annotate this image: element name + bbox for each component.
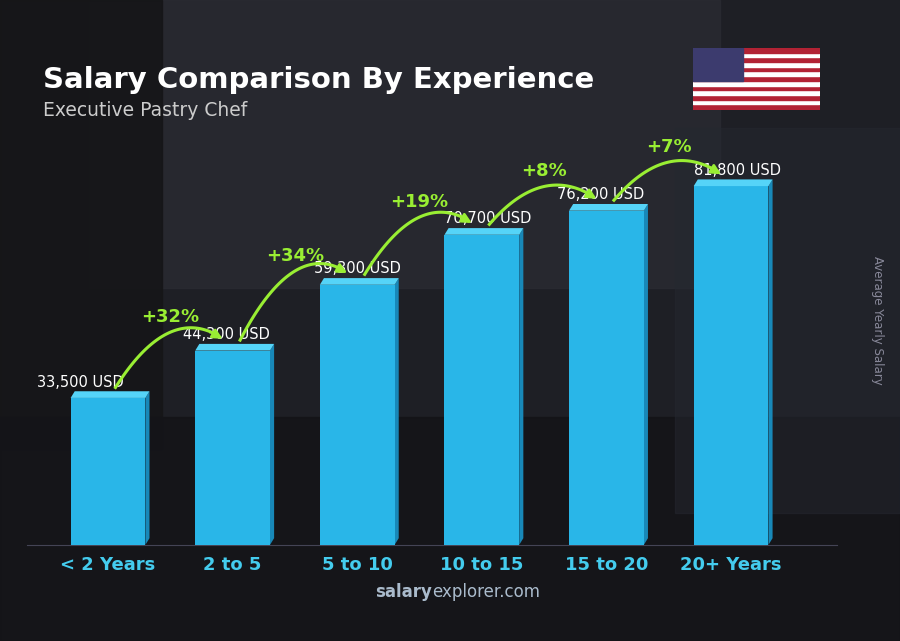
Polygon shape [195, 344, 274, 351]
Polygon shape [569, 204, 648, 211]
Text: 44,300 USD: 44,300 USD [183, 327, 270, 342]
Bar [0, 417, 900, 641]
Bar [70, 398, 146, 545]
Bar [445, 235, 519, 545]
Polygon shape [519, 228, 523, 545]
Polygon shape [694, 179, 772, 186]
Text: 70,700 USD: 70,700 USD [445, 212, 532, 226]
Polygon shape [70, 391, 149, 398]
Polygon shape [445, 228, 523, 235]
Polygon shape [693, 48, 743, 81]
Polygon shape [320, 278, 399, 285]
Bar [90, 0, 720, 288]
Polygon shape [394, 278, 399, 545]
Text: explorer.com: explorer.com [432, 583, 540, 601]
Text: +8%: +8% [521, 162, 567, 180]
Bar [569, 211, 643, 545]
Bar [694, 186, 769, 545]
Text: 76,200 USD: 76,200 USD [556, 187, 644, 203]
Text: +7%: +7% [646, 138, 691, 156]
Text: +19%: +19% [391, 193, 448, 211]
Text: 59,300 USD: 59,300 USD [314, 262, 400, 276]
Bar [195, 351, 270, 545]
Text: +34%: +34% [266, 247, 324, 265]
Polygon shape [769, 179, 772, 545]
Text: +32%: +32% [141, 308, 200, 326]
Polygon shape [270, 344, 274, 545]
Text: Salary Comparison By Experience: Salary Comparison By Experience [43, 65, 595, 94]
Text: salary: salary [375, 583, 432, 601]
Text: Average Yearly Salary: Average Yearly Salary [871, 256, 884, 385]
Bar [0, 0, 162, 449]
Text: 81,800 USD: 81,800 USD [694, 163, 781, 178]
Polygon shape [644, 204, 648, 545]
Bar [675, 128, 900, 513]
Text: 33,500 USD: 33,500 USD [37, 374, 124, 390]
Polygon shape [146, 391, 149, 545]
Bar [320, 285, 394, 545]
Text: Executive Pastry Chef: Executive Pastry Chef [43, 101, 248, 120]
